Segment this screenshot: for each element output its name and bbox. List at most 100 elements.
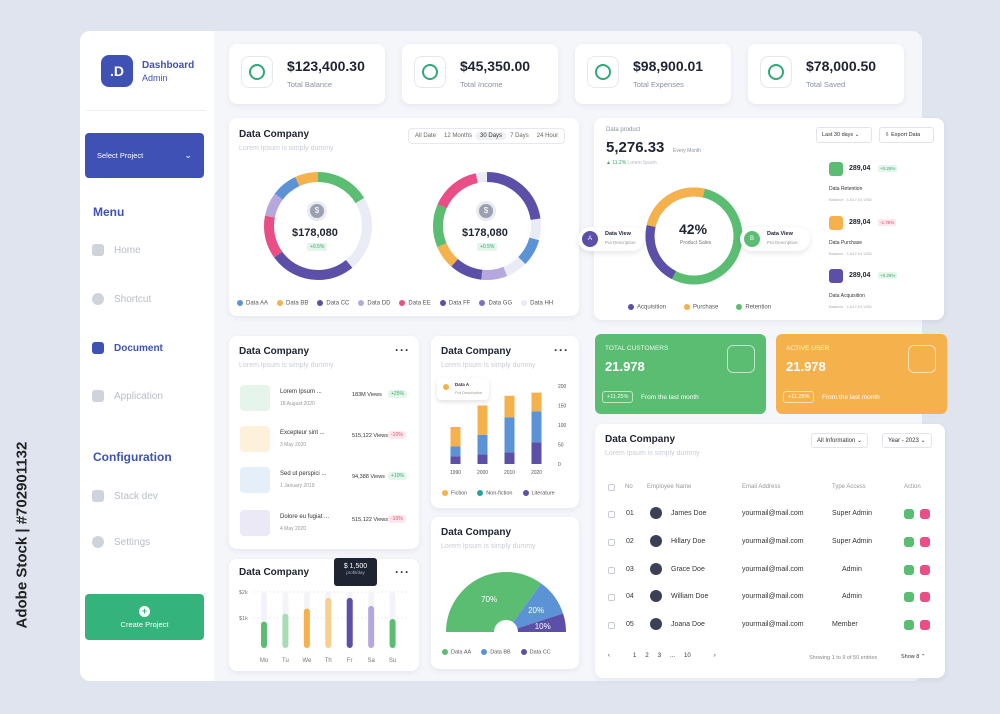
column-header-name[interactable]: Employee Name — [647, 484, 692, 490]
list-item[interactable]: Dolore eu fugiat ... 4 May 2020 515,122 … — [240, 510, 410, 538]
page-link[interactable]: 10 — [684, 653, 691, 659]
list-item-title: Lorem Ipsum ... — [280, 389, 322, 395]
sidebar-item-label: Home — [114, 244, 141, 256]
stacked-bar-segment[interactable] — [504, 395, 515, 418]
chevron-right-icon[interactable]: › — [713, 653, 716, 659]
day-bar[interactable] — [346, 597, 353, 648]
page-link[interactable]: 3 — [657, 653, 662, 659]
stacked-bar-segment[interactable] — [531, 442, 542, 464]
row-checkbox[interactable] — [608, 594, 615, 601]
stacked-bar-segment[interactable] — [477, 434, 488, 455]
donut-badge: +0.5% — [307, 243, 328, 251]
row-checkbox[interactable] — [608, 511, 615, 518]
sidebar — [80, 31, 214, 681]
delete-icon[interactable] — [920, 509, 930, 519]
edit-icon[interactable] — [904, 620, 914, 630]
active-users-badge: +11.25% — [783, 391, 815, 403]
dollar-icon: $ — [476, 201, 496, 221]
delete-icon[interactable] — [920, 620, 930, 630]
day-bar[interactable] — [325, 597, 332, 648]
row-name: Hillary Doe — [671, 538, 706, 545]
profit-tooltip: $ 1,500 profit/day — [334, 558, 377, 586]
day-bar[interactable] — [368, 605, 375, 648]
delete-icon[interactable] — [920, 537, 930, 547]
delete-icon[interactable] — [920, 592, 930, 602]
donut-legend: Data AA Data BB Data CC Data DD Data EE … — [237, 300, 553, 307]
sidebar-item-stack-dev[interactable]: Stack dev — [92, 490, 158, 502]
card-subtitle: Lorem Ipsum is simply dummy — [239, 145, 334, 152]
stacked-bar-segment[interactable] — [477, 405, 488, 435]
day-bar[interactable] — [282, 613, 289, 648]
day-bar[interactable] — [303, 608, 310, 648]
edit-icon[interactable] — [904, 537, 914, 547]
tab-all-date[interactable]: All Date — [415, 133, 437, 139]
sidebar-item-settings[interactable]: Settings — [92, 536, 150, 548]
row-checkbox[interactable] — [608, 567, 615, 574]
table-row[interactable]: 05 Joana Doe yourmail@mail.com Member — [602, 612, 938, 640]
year-select[interactable]: Year - 2023 ⌄ — [882, 433, 932, 448]
chevron-left-icon[interactable]: ‹ — [608, 653, 610, 659]
column-header-access[interactable]: Type Access — [832, 484, 866, 490]
stacked-bar-segment[interactable] — [531, 392, 542, 412]
day-bar[interactable] — [389, 619, 396, 648]
pie-slice[interactable] — [446, 572, 542, 632]
tab-7-days[interactable]: 7 Days — [510, 133, 529, 139]
data-view-a[interactable]: A Data View Put Description — [578, 227, 644, 251]
table-row[interactable]: 01 James Doe yourmail@mail.com Super Adm… — [602, 501, 938, 529]
list-item[interactable]: Sed ut perspici ... 1 January 2019 94,38… — [240, 467, 410, 495]
sidebar-item-shortcut[interactable]: Shortcut — [92, 293, 151, 305]
range-select[interactable]: Last 30 days ⌄ — [816, 127, 872, 143]
row-checkbox[interactable] — [608, 539, 615, 546]
table-row[interactable]: 03 Grace Doe yourmail@mail.com Admin — [602, 557, 938, 585]
list-item-title: Sed ut perspici ... — [280, 471, 327, 477]
more-options-icon[interactable]: ··· — [554, 343, 569, 357]
row-access: Super Admin — [832, 538, 873, 545]
tab-30-days[interactable]: 30 Days — [476, 132, 507, 140]
list-item[interactable]: Lorem Ipsum ... 18 August 2020 183M View… — [240, 385, 410, 413]
edit-icon[interactable] — [904, 592, 914, 602]
column-header-email[interactable]: Email Address — [742, 484, 781, 490]
side-stat-label: Data Purchase — [829, 240, 863, 246]
edit-icon[interactable] — [904, 509, 914, 519]
sidebar-item-label: Document — [114, 342, 163, 354]
sidebar-item-document[interactable]: Document — [92, 342, 163, 354]
table-row[interactable]: 04 William Doe yourmail@mail.com Admin — [602, 584, 938, 612]
stacked-bar-segment[interactable] — [504, 417, 515, 453]
data-view-b[interactable]: B Data View Put Description — [740, 227, 810, 251]
more-options-icon[interactable]: ··· — [395, 343, 410, 357]
info-filter-select[interactable]: All Information ⌄ — [811, 433, 869, 448]
legend-item: Data EE — [399, 300, 431, 307]
more-options-icon[interactable]: ··· — [395, 565, 410, 579]
stacked-bar-segment[interactable] — [477, 454, 488, 464]
header-checkbox[interactable] — [608, 484, 615, 491]
tab-12-months[interactable]: 12 Months — [444, 133, 473, 139]
page-link[interactable]: 1 — [633, 653, 637, 659]
inbox-icon — [92, 342, 104, 354]
legend-item: Retention — [736, 304, 771, 311]
row-checkbox[interactable] — [608, 622, 615, 629]
show-count-select[interactable]: Show 8 ⌃ — [901, 654, 926, 660]
sidebar-item-application[interactable]: Application — [92, 390, 163, 402]
tab-24-hour[interactable]: 24 Hour — [536, 133, 559, 139]
stacked-bar-segment[interactable] — [531, 411, 542, 443]
stacked-bar-segment[interactable] — [504, 452, 515, 464]
page-link[interactable]: 2 — [645, 653, 649, 659]
side-stat-balance: Balance : 1,617,01 USD — [829, 304, 872, 309]
stacked-bar-segment[interactable] — [450, 426, 461, 447]
edit-icon[interactable] — [904, 565, 914, 575]
column-header-no: No — [625, 484, 633, 490]
x-tick-label: 2010 — [504, 470, 515, 476]
pie-slice[interactable] — [506, 613, 566, 632]
delete-icon[interactable] — [920, 565, 930, 575]
create-project-button[interactable]: + Create Project — [85, 594, 204, 640]
pie-slice[interactable] — [506, 583, 564, 632]
select-project-dropdown[interactable]: Select Project ⌄ — [85, 133, 204, 178]
list-item[interactable]: Excepteur sint ... 3 May 2020 515,122 Vi… — [240, 426, 410, 454]
sidebar-item-home[interactable]: Home — [92, 244, 141, 256]
day-bar[interactable] — [261, 621, 267, 648]
stacked-bar-segment[interactable] — [450, 446, 461, 457]
x-tick-label: 2000 — [477, 470, 488, 476]
export-data-button[interactable]: ⇩ Export Data — [879, 127, 934, 143]
stacked-bar-segment[interactable] — [450, 456, 461, 464]
table-row[interactable]: 02 Hillary Doe yourmail@mail.com Super A… — [602, 529, 938, 557]
